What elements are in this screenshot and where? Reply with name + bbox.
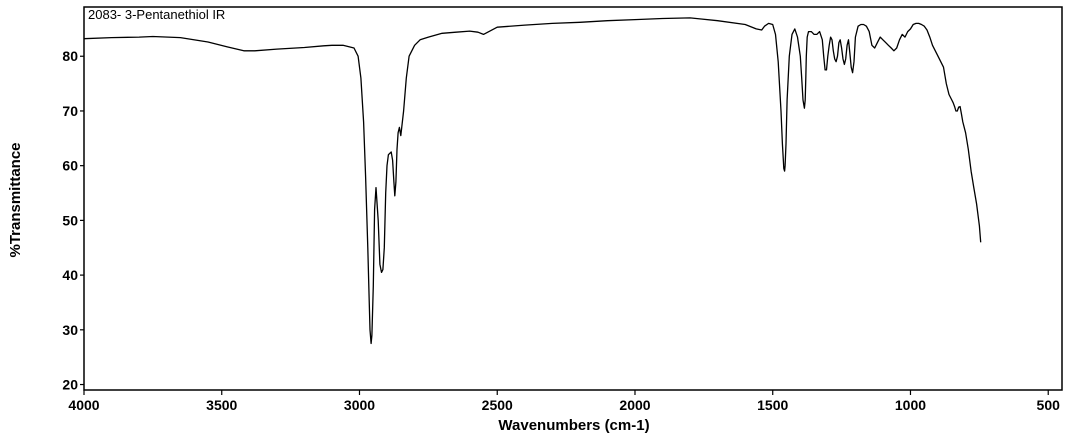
x-tick-label: 2500 bbox=[482, 397, 513, 413]
y-tick-label: 60 bbox=[62, 158, 78, 174]
x-tick-label: 3000 bbox=[344, 397, 375, 413]
y-axis-ticks: 20 30 40 50 60 70 80 bbox=[62, 48, 84, 393]
x-tick-label: 500 bbox=[1037, 397, 1061, 413]
y-tick-label: 80 bbox=[62, 48, 78, 64]
x-tick-label: 1000 bbox=[895, 397, 926, 413]
x-axis-ticks: 4000 3500 3000 2500 2000 1500 1000 500 bbox=[68, 390, 1060, 413]
x-tick-label: 3500 bbox=[206, 397, 237, 413]
y-tick-label: 40 bbox=[62, 267, 78, 283]
plot-frame bbox=[83, 6, 1063, 391]
spectrum-line bbox=[83, 17, 982, 345]
x-tick-label: 4000 bbox=[68, 397, 99, 413]
plot-series bbox=[83, 17, 982, 345]
y-tick-label: 30 bbox=[62, 322, 78, 338]
y-tick-label: 70 bbox=[62, 103, 78, 119]
x-tick-label: 2000 bbox=[619, 397, 650, 413]
chart-title: 2083- 3-Pentanethiol IR bbox=[88, 7, 225, 22]
y-tick-label: 50 bbox=[62, 212, 78, 228]
x-axis-label: Wavenumbers (cm-1) bbox=[498, 417, 649, 434]
x-tick-label: 1500 bbox=[757, 397, 788, 413]
y-axis-label: %Transmittance bbox=[7, 142, 24, 257]
y-tick-label: 20 bbox=[62, 377, 78, 393]
